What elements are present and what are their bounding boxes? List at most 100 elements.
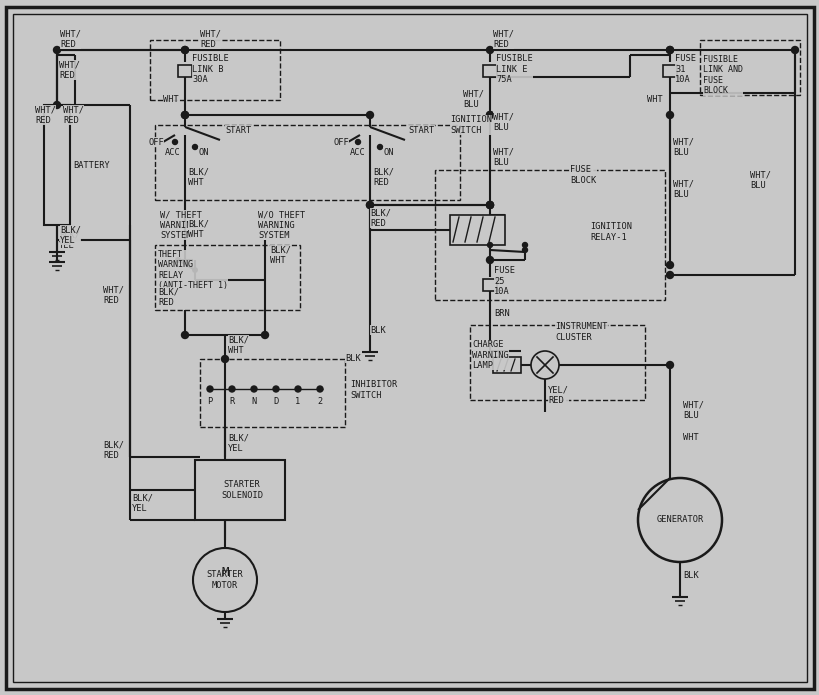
- Text: BLK/
YEL: BLK/ YEL: [59, 230, 80, 250]
- Text: FUSE
BLOCK: FUSE BLOCK: [569, 165, 595, 185]
- Text: CHARGE
WARNING
LAMP: CHARGE WARNING LAMP: [472, 340, 508, 370]
- Circle shape: [486, 47, 493, 54]
- Text: WHT/
BLU: WHT/ BLU: [749, 170, 770, 190]
- Bar: [492, 357, 520, 373]
- Text: N: N: [251, 397, 256, 405]
- Text: STARTER
MOTOR: STARTER MOTOR: [206, 571, 243, 589]
- Text: BATTERY: BATTERY: [73, 161, 110, 170]
- Bar: [155, 245, 300, 310]
- Bar: [200, 359, 345, 427]
- Text: WHT/
BLU: WHT/ BLU: [463, 89, 483, 108]
- Text: WHT/
RED: WHT/ RED: [103, 286, 124, 304]
- Bar: [434, 170, 664, 300]
- Circle shape: [666, 261, 672, 268]
- Circle shape: [666, 272, 672, 279]
- Text: ACC: ACC: [165, 147, 180, 156]
- Circle shape: [531, 351, 559, 379]
- Circle shape: [192, 268, 197, 272]
- Text: BLK: BLK: [345, 354, 360, 363]
- Bar: [150, 40, 279, 100]
- Text: WHT/
BLU: WHT/ BLU: [672, 138, 693, 156]
- Text: ON: ON: [197, 147, 208, 156]
- Bar: [155, 125, 459, 200]
- Text: WHT/
BLU: WHT/ BLU: [492, 113, 514, 131]
- Text: BLK/
WHT: BLK/ WHT: [188, 220, 209, 238]
- Text: BLK/
RED: BLK/ RED: [103, 441, 124, 459]
- Circle shape: [790, 47, 798, 54]
- Circle shape: [317, 386, 323, 392]
- Circle shape: [522, 247, 527, 252]
- Text: FUSE
31
10A: FUSE 31 10A: [674, 54, 695, 84]
- Text: WHT: WHT: [646, 95, 662, 104]
- Circle shape: [181, 47, 188, 54]
- Text: BLK: BLK: [682, 571, 698, 580]
- Circle shape: [295, 386, 301, 392]
- Text: WHT/
RED: WHT/ RED: [63, 106, 84, 124]
- Circle shape: [487, 243, 492, 247]
- Text: OFF: OFF: [333, 138, 348, 147]
- Bar: [178, 65, 192, 77]
- Text: R: R: [229, 397, 234, 405]
- Circle shape: [251, 386, 256, 392]
- Text: M: M: [221, 566, 229, 580]
- Text: THEFT
WARNING
RELAY
(ANTI-THEFT 1): THEFT WARNING RELAY (ANTI-THEFT 1): [158, 250, 228, 291]
- Bar: [195, 460, 285, 520]
- Circle shape: [261, 332, 268, 338]
- Circle shape: [666, 47, 672, 54]
- Text: BLK/
YEL: BLK/ YEL: [228, 433, 249, 452]
- Text: BLK/
YEL: BLK/ YEL: [132, 493, 153, 513]
- Circle shape: [666, 111, 672, 119]
- Bar: [482, 279, 496, 291]
- Bar: [663, 65, 676, 77]
- Text: WHT/
BLU: WHT/ BLU: [682, 400, 704, 420]
- Text: GENERATOR: GENERATOR: [655, 516, 703, 525]
- Circle shape: [192, 548, 256, 612]
- Circle shape: [221, 356, 229, 363]
- Text: W/O THEFT
WARNING
SYSTEM: W/O THEFT WARNING SYSTEM: [258, 210, 305, 240]
- Text: INHIBITOR
SWITCH: INHIBITOR SWITCH: [350, 380, 396, 400]
- Text: WHT/
BLU: WHT/ BLU: [672, 179, 693, 199]
- Circle shape: [666, 47, 672, 54]
- Bar: [699, 40, 799, 95]
- Text: ON: ON: [382, 147, 393, 156]
- Text: FUSE
25
10A: FUSE 25 10A: [493, 266, 514, 296]
- Circle shape: [486, 111, 493, 119]
- Text: IGNITION
RELAY-1: IGNITION RELAY-1: [590, 222, 631, 242]
- Text: FUSIBLE
LINK E
75A: FUSIBLE LINK E 75A: [495, 54, 532, 84]
- Bar: [482, 65, 496, 77]
- Circle shape: [486, 202, 493, 208]
- Text: BLK/
YEL: BLK/ YEL: [60, 225, 81, 245]
- Circle shape: [366, 202, 373, 208]
- Text: WHT/
RED: WHT/ RED: [200, 29, 221, 49]
- Circle shape: [522, 243, 527, 247]
- Text: BLK/
RED: BLK/ RED: [158, 287, 179, 306]
- Circle shape: [366, 202, 373, 208]
- Circle shape: [181, 111, 188, 119]
- Text: WHT/
RED: WHT/ RED: [59, 60, 80, 80]
- Circle shape: [355, 140, 360, 145]
- Text: BLK/
RED: BLK/ RED: [373, 167, 393, 187]
- Circle shape: [273, 386, 278, 392]
- Text: 2: 2: [317, 397, 322, 405]
- Text: W/ THEFT
WARNING
SYSTEM: W/ THEFT WARNING SYSTEM: [160, 210, 201, 240]
- Circle shape: [181, 47, 188, 54]
- Circle shape: [666, 361, 672, 368]
- Text: WHT: WHT: [682, 432, 698, 441]
- Circle shape: [53, 47, 61, 54]
- Circle shape: [486, 202, 493, 208]
- Text: WHT/
BLU: WHT/ BLU: [492, 147, 514, 167]
- Circle shape: [377, 145, 382, 149]
- Text: WHT/
RED: WHT/ RED: [60, 29, 81, 49]
- Text: BLK/
WHT: BLK/ WHT: [228, 335, 249, 354]
- Text: OFF: OFF: [147, 138, 164, 147]
- Circle shape: [172, 140, 177, 145]
- Text: P: P: [207, 397, 212, 405]
- Text: STARTER
SOLENOID: STARTER SOLENOID: [221, 480, 263, 500]
- Text: IGNITION
SWITCH: IGNITION SWITCH: [450, 115, 491, 135]
- Text: ACC: ACC: [350, 147, 365, 156]
- Circle shape: [53, 101, 61, 108]
- Text: START: START: [224, 126, 251, 135]
- Circle shape: [637, 478, 721, 562]
- Circle shape: [206, 386, 213, 392]
- Circle shape: [486, 111, 493, 119]
